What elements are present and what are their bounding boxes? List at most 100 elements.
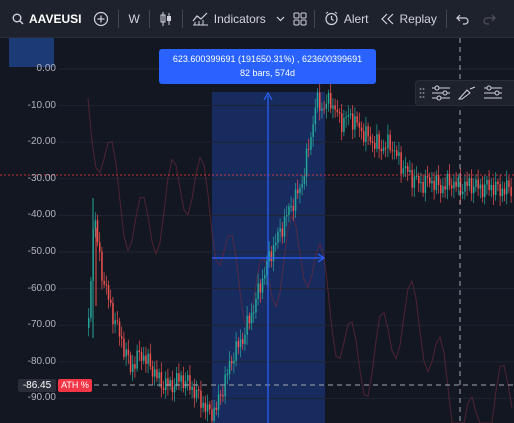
candle-body	[242, 339, 244, 344]
templates-dropdown[interactable]	[272, 5, 289, 33]
candle-body	[195, 389, 198, 398]
candle-body	[145, 355, 147, 364]
undo-button[interactable]	[450, 5, 476, 33]
candle-body	[497, 181, 499, 184]
candle-body	[470, 178, 473, 194]
candle-body	[440, 184, 442, 194]
settings-lines-icon[interactable]	[483, 85, 503, 101]
candle-body	[277, 231, 279, 243]
candle-body	[389, 134, 391, 151]
candle-body	[477, 179, 479, 189]
candle-body	[233, 360, 235, 364]
price-tick-label: -30.00	[27, 172, 56, 184]
candle-body	[510, 186, 512, 196]
replay-button[interactable]: Replay	[375, 5, 443, 33]
candle-body	[484, 184, 486, 197]
drag-handle-icon[interactable]	[419, 87, 425, 99]
candle-body	[259, 283, 262, 293]
price-tick-label: -90.00	[27, 392, 56, 404]
chart-pane[interactable]: 0.00 -10.00 -20.00 -30.00 -40.00 -50.00 -60.00…	[0, 38, 514, 423]
candle-body	[409, 170, 411, 172]
candle-body	[358, 122, 361, 128]
candle-body	[486, 179, 488, 185]
candle-body	[316, 92, 319, 108]
price-chart[interactable]	[0, 38, 514, 423]
candle-body	[176, 373, 178, 387]
candle-body	[279, 228, 281, 232]
candle-body	[268, 251, 270, 262]
candle-body	[453, 181, 455, 189]
chart-type-button[interactable]	[153, 5, 179, 33]
pen-icon[interactable]	[457, 85, 477, 101]
candle-body	[435, 175, 438, 191]
arrow-head	[317, 253, 326, 263]
candle-body	[182, 375, 185, 389]
candle-body	[189, 375, 191, 391]
interval-button[interactable]: W	[122, 5, 145, 33]
price-tick-label: -80.00	[27, 355, 56, 367]
candle-body	[204, 402, 207, 412]
candle-body	[396, 150, 398, 156]
compare-button[interactable]	[87, 5, 115, 33]
candle-body	[374, 142, 376, 149]
chevron-down-icon	[276, 16, 285, 21]
settings-lines-icon[interactable]	[431, 85, 451, 101]
ghost-series	[87, 97, 513, 423]
indicators-button[interactable]: Indicators	[186, 5, 272, 33]
candle-body	[330, 92, 332, 109]
candle-body	[110, 299, 112, 303]
interval-label: W	[128, 11, 140, 26]
candle-body	[490, 184, 493, 191]
candle-body	[411, 170, 413, 188]
candle-body	[151, 366, 154, 377]
candle-body	[343, 118, 345, 133]
candle-body	[299, 187, 301, 194]
candle-body	[310, 136, 312, 150]
replay-label: Replay	[399, 11, 437, 26]
candle-body	[226, 373, 229, 375]
candle-body	[162, 387, 165, 391]
candle-body	[136, 350, 138, 369]
price-tick-label: 0.00	[36, 63, 56, 74]
candle-body	[99, 242, 101, 252]
candle-body	[116, 320, 119, 322]
candle-body	[479, 184, 482, 189]
ath-badge: ATH %	[58, 379, 92, 392]
candle-body	[123, 338, 125, 357]
candle-body	[451, 185, 453, 189]
candle-body	[462, 191, 464, 195]
drawing-floating-toolbar	[415, 80, 514, 106]
candle-body	[455, 181, 457, 187]
alert-button[interactable]: Alert	[318, 5, 375, 33]
price-tick-label: -60.00	[27, 282, 56, 294]
candle-body	[365, 126, 367, 142]
candle-body	[222, 395, 224, 397]
candle-body	[301, 184, 303, 188]
price-tick-label: -20.00	[27, 136, 56, 148]
candle-body	[297, 189, 299, 194]
layouts-button[interactable]	[289, 5, 311, 33]
candle-body	[281, 228, 284, 237]
candle-body	[134, 364, 136, 369]
price-tick-label: -70.00	[27, 319, 56, 331]
candle-body	[334, 105, 336, 110]
candle-body	[345, 116, 347, 119]
divider	[313, 9, 315, 28]
candle-body	[167, 378, 169, 387]
candle-body	[323, 108, 325, 110]
candle-body	[147, 353, 149, 364]
redo-button[interactable]	[476, 5, 502, 33]
candle-body	[457, 177, 460, 187]
candle-body	[169, 380, 171, 387]
candle-body	[325, 103, 328, 109]
candle-body	[444, 186, 446, 190]
candle-body	[442, 186, 444, 194]
symbol-search[interactable]: AAVEUSI	[6, 5, 87, 33]
candle-body	[468, 178, 471, 187]
candle-body	[360, 127, 363, 132]
candle-body	[209, 404, 211, 410]
candle-body	[387, 134, 389, 149]
candle-body	[508, 180, 510, 187]
candle-body	[448, 173, 451, 186]
candle-body	[191, 386, 193, 391]
